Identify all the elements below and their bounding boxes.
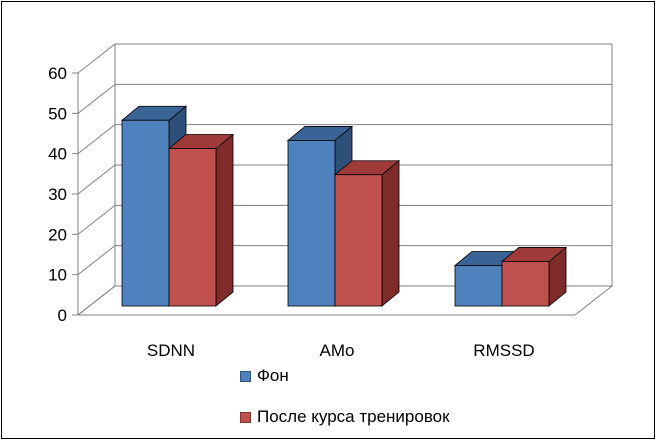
bar <box>168 148 217 307</box>
legend-item-series-2: После курса тренировок <box>240 407 450 427</box>
bar-side <box>215 133 234 307</box>
gridline-side <box>77 124 116 155</box>
y-tick-label: 30 <box>48 185 67 204</box>
gridline-side <box>77 164 116 195</box>
y-tick-label: 10 <box>48 266 67 285</box>
x-tick-label: RMSSD <box>473 341 534 360</box>
gridline-side <box>77 285 116 316</box>
bar <box>334 174 383 307</box>
y-tick-label: 60 <box>48 64 67 83</box>
legend-swatch-series-2 <box>240 411 251 423</box>
gridline-side <box>77 83 116 114</box>
legend-swatch-series-1 <box>240 370 251 382</box>
legend-label-series-1: Фон <box>257 366 289 385</box>
gridline-side <box>77 245 116 276</box>
bar <box>501 261 550 307</box>
legend-label-series-2: После курса тренировок <box>257 407 450 426</box>
gridline-side <box>77 204 116 235</box>
y-tick-label: 20 <box>48 225 67 244</box>
bar-side <box>381 159 400 307</box>
bar <box>121 119 170 307</box>
bar <box>287 140 336 307</box>
gridline-side <box>77 43 116 74</box>
x-tick-label: AMo <box>320 341 355 360</box>
y-tick-label: 40 <box>48 145 67 164</box>
x-tick-label: SDNN <box>147 341 195 360</box>
bar <box>454 265 503 307</box>
y-tick-label: 50 <box>48 104 67 123</box>
legend-item-series-1: Фон <box>240 366 289 386</box>
y-tick-label: 0 <box>58 306 67 325</box>
